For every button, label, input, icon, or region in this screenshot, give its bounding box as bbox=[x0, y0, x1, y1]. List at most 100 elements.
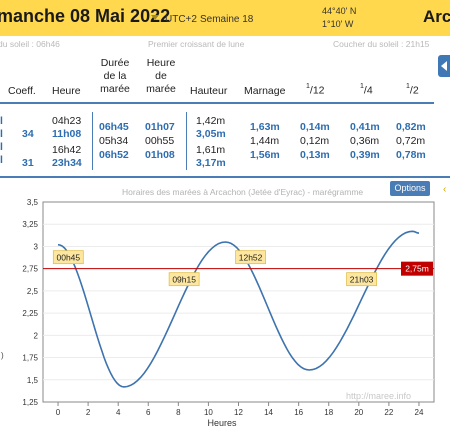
y-tick-label: 1,25 bbox=[22, 398, 38, 407]
x-tick-label: 10 bbox=[204, 408, 213, 417]
tide-duration: 06h52 bbox=[99, 149, 129, 161]
crossing-marker bbox=[346, 272, 377, 287]
tidal-range: 1,44m bbox=[250, 135, 280, 147]
tidal-range: 1,56m bbox=[250, 149, 280, 161]
tidal-range: 1,63m bbox=[250, 121, 280, 133]
plot-area bbox=[42, 201, 435, 403]
x-tick-label: 24 bbox=[415, 408, 424, 417]
tide-time-high: 11h08 bbox=[52, 128, 82, 140]
x-tick-label: 16 bbox=[294, 408, 303, 417]
col-coeff: Coeff. bbox=[8, 85, 36, 97]
quarter-value: 0,39m bbox=[350, 149, 380, 161]
x-axis-label: Heures bbox=[207, 418, 237, 428]
twelfth-value: 0,12m bbox=[300, 135, 330, 147]
x-tick-label: 18 bbox=[324, 408, 333, 417]
x-tick-label: 20 bbox=[354, 408, 363, 417]
row-stub: l bbox=[0, 128, 3, 140]
watermark-text: http://maree.info bbox=[346, 391, 411, 401]
tide-time-high: 23h34 bbox=[52, 157, 82, 169]
quarter-value: 0,41m bbox=[350, 121, 380, 133]
y-tick-label: 2,75 bbox=[22, 265, 38, 274]
tide-height: 1,42m bbox=[196, 115, 226, 127]
tide-height: 1,61m bbox=[196, 144, 226, 156]
col-twelfth: 1/12 bbox=[306, 83, 325, 97]
tide-duration: 06h45 bbox=[99, 121, 129, 133]
week-label: Semaine 18 bbox=[200, 14, 254, 25]
crossing-marker bbox=[235, 250, 266, 265]
timezone-label: UTC+2 bbox=[165, 14, 197, 25]
y-tick-label: 2,25 bbox=[22, 309, 38, 318]
chevron-left-icon[interactable] bbox=[441, 61, 447, 71]
date-title[interactable]: manche 08 Mai 2022 bbox=[0, 6, 171, 26]
twelfth-value: 0,13m bbox=[300, 149, 330, 161]
quarter-value: 0,36m bbox=[350, 135, 380, 147]
crossing-marker bbox=[52, 250, 84, 265]
col-half: 1/2 bbox=[406, 83, 419, 97]
column-divider bbox=[92, 112, 93, 170]
x-tick-label: 22 bbox=[384, 408, 393, 417]
tide-hour: 00h55 bbox=[145, 135, 175, 147]
table-bottom-rule bbox=[0, 176, 450, 178]
col-heure-maree: Heure de marée bbox=[146, 57, 176, 95]
crossing-label: 12h52 bbox=[239, 253, 263, 263]
tide-height: 3,05m bbox=[196, 128, 226, 140]
chart-title: Horaires des marées à Arcachon (Jetée d'… bbox=[122, 187, 364, 197]
x-tick-label: 6 bbox=[146, 408, 151, 417]
crossing-label: 00h45 bbox=[56, 253, 80, 263]
half-value: 0,82m bbox=[396, 121, 426, 133]
date-header-bar bbox=[0, 0, 450, 36]
tide-time-low: 04h23 bbox=[52, 115, 82, 127]
coeff-value: 31 bbox=[22, 157, 34, 169]
col-quarter: 1/4 bbox=[360, 83, 373, 97]
x-tick-label: 14 bbox=[264, 408, 273, 417]
coeff-value: 34 bbox=[22, 128, 34, 140]
y-tick-label: 3,5 bbox=[27, 198, 39, 207]
half-value: 0,78m bbox=[396, 149, 426, 161]
col-hauteur: Hauteur bbox=[190, 85, 228, 97]
y-tick-label: 2 bbox=[34, 331, 39, 340]
x-tick-label: 8 bbox=[176, 408, 181, 417]
tide-hour: 01h08 bbox=[145, 149, 175, 161]
location-title: Arca bbox=[423, 7, 450, 26]
col-heure: Heure bbox=[52, 85, 81, 97]
chevron-left-icon[interactable]: ‹ bbox=[443, 184, 447, 195]
row-stub: l bbox=[0, 115, 3, 127]
threshold-badge bbox=[401, 261, 433, 276]
y-tick-label: 1,5 bbox=[27, 376, 39, 385]
moon-phase-text: Premier croissant de lune bbox=[148, 39, 245, 49]
crossing-marker bbox=[168, 272, 200, 287]
cut-off-mark: ) bbox=[1, 351, 4, 360]
x-tick-label: 4 bbox=[116, 408, 121, 417]
tide-curve bbox=[57, 230, 419, 388]
options-button[interactable]: Options bbox=[390, 181, 430, 196]
crossing-label: 21h03 bbox=[350, 275, 374, 285]
coordinates: 44°40' N 1°10' W bbox=[322, 5, 356, 31]
col-marnage: Marnage bbox=[244, 85, 286, 97]
x-tick-label: 12 bbox=[234, 408, 243, 417]
tide-height: 3,17m bbox=[196, 157, 226, 169]
y-tick-label: 2,5 bbox=[27, 287, 39, 296]
threshold-label: 2,75m bbox=[405, 264, 429, 274]
sunset-text: Coucher du soleil : 21h15 bbox=[333, 39, 430, 49]
tide-hour: 01h07 bbox=[145, 121, 175, 133]
tide-duration: 05h34 bbox=[99, 135, 129, 147]
row-stub: l bbox=[0, 154, 3, 166]
y-tick-label: 3 bbox=[34, 242, 39, 251]
x-tick-label: 0 bbox=[56, 408, 61, 417]
half-value: 0,72m bbox=[396, 135, 426, 147]
crossing-label: 09h15 bbox=[172, 275, 196, 285]
sunrise-text: du soleil : 06h46 bbox=[0, 39, 60, 49]
tide-chart: 0 2 4 6 8 10 12 14 16 18 20 22 24 1,251,51,7522,252,… bbox=[1, 198, 435, 428]
chevron-down-icon[interactable] bbox=[151, 15, 159, 20]
twelfth-value: 0,14m bbox=[300, 121, 330, 133]
longitude: 1°10' W bbox=[322, 19, 354, 29]
y-tick-label: 3,25 bbox=[22, 220, 38, 229]
column-divider bbox=[186, 112, 187, 170]
y-tick-label: 1,75 bbox=[22, 354, 38, 363]
x-tick-label: 2 bbox=[86, 408, 91, 417]
col-duree: Durée de la marée bbox=[100, 57, 130, 95]
table-top-rule bbox=[0, 102, 434, 104]
latitude: 44°40' N bbox=[322, 6, 357, 16]
tide-time-low: 16h42 bbox=[52, 144, 82, 156]
row-stub: l bbox=[0, 141, 3, 153]
